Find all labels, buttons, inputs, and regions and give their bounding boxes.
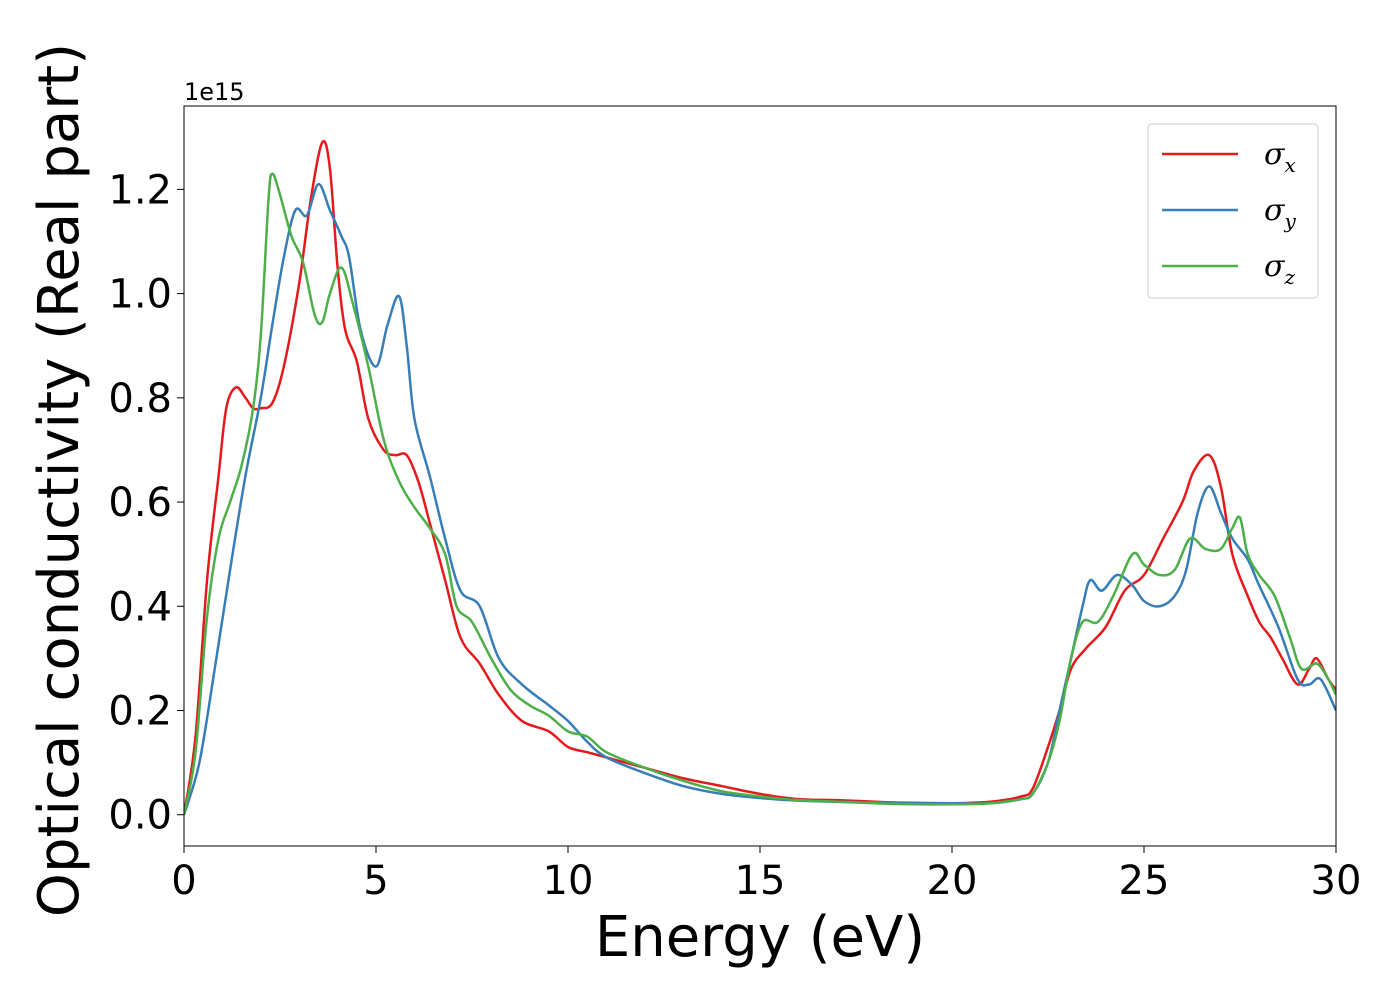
legend-item-x: σx (1162, 137, 1296, 177)
y-tick-label: 0.2 (108, 689, 172, 735)
x-tick-label: 5 (363, 858, 388, 904)
y-axis-ticks: 0.0 0.2 0.4 0.6 0.8 1.0 1.2 (108, 167, 184, 839)
series-line-z (184, 172, 1336, 815)
legend-label: σy (1264, 193, 1296, 233)
y-axis-offset-label: 1e15 (184, 78, 245, 106)
legend: σx σy σz (1147, 123, 1319, 299)
y-tick-label: 0.4 (108, 584, 172, 630)
y-tick-label: 1.2 (108, 167, 172, 213)
y-axis-title: Optical conductivity (Real part) (27, 43, 92, 917)
legend-item-z: σz (1162, 249, 1295, 289)
series-line-y (184, 182, 1336, 816)
x-tick-label: 20 (927, 858, 978, 904)
legend-label: σz (1264, 249, 1295, 289)
series-layer (184, 139, 1336, 816)
legend-label: σx (1264, 137, 1296, 177)
x-tick-label: 25 (1119, 858, 1170, 904)
x-tick-label: 30 (1311, 858, 1362, 904)
x-tick-label: 0 (171, 858, 196, 904)
x-axis-title: Energy (eV) (595, 905, 925, 970)
y-tick-label: 1.0 (108, 272, 172, 318)
x-tick-label: 15 (735, 858, 786, 904)
legend-item-y: σy (1162, 193, 1296, 233)
y-tick-label: 0.6 (108, 480, 172, 526)
x-tick-label: 10 (543, 858, 594, 904)
x-axis-ticks: 0 5 10 15 20 25 30 (171, 846, 1361, 904)
y-tick-label: 0.8 (108, 376, 172, 422)
y-tick-label: 0.0 (108, 793, 172, 839)
